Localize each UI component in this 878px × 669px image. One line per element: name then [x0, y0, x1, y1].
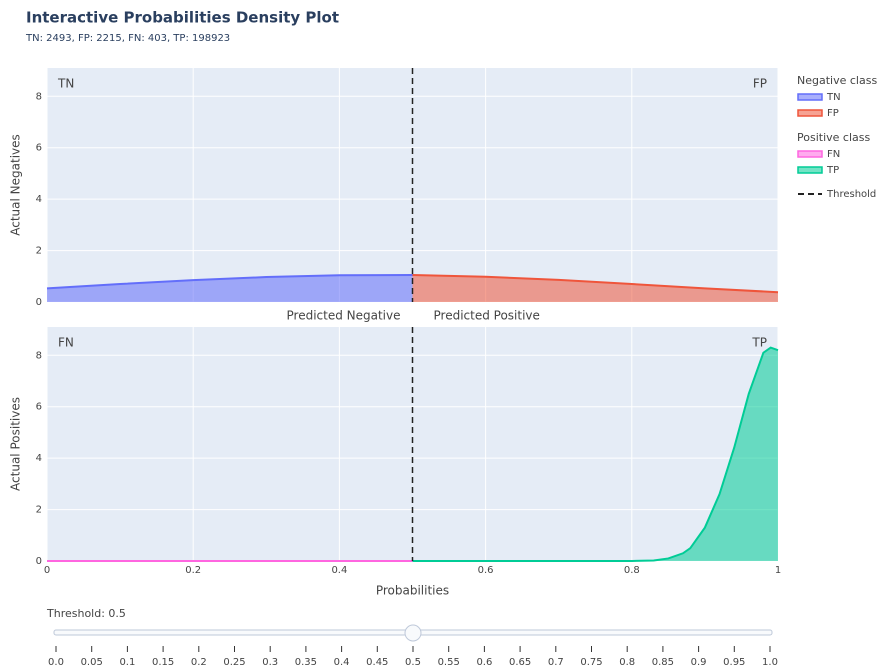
density-area	[412, 275, 778, 302]
y-tick-label: 0	[36, 297, 42, 308]
legend-swatch	[797, 109, 823, 117]
slider-tick-label: 1.0	[762, 657, 778, 668]
corner-label: FP	[753, 77, 767, 91]
slider-tick-label: 0.0	[48, 657, 64, 668]
x-tick-label: 0.8	[624, 565, 640, 576]
y-axis-title: Actual Negatives	[9, 134, 23, 236]
chart-subtitle: TN: 2493, FP: 2215, FN: 403, TP: 198923	[25, 33, 230, 44]
x-tick-label: 0.6	[478, 565, 494, 576]
slider-tick-label: 0.85	[652, 657, 674, 668]
x-tick-label: 0	[44, 565, 50, 576]
legend-swatch	[797, 150, 823, 158]
density-area	[47, 275, 413, 302]
slider-tick-label: 0.75	[580, 657, 602, 668]
density-line	[412, 346, 779, 562]
legend-label[interactable]: TN	[826, 92, 841, 103]
slider-tick-label: 0.5	[405, 657, 421, 668]
legend-label[interactable]: Threshold	[826, 189, 876, 200]
corner-label: TN	[57, 77, 74, 91]
x-tick-label: 0.4	[331, 565, 347, 576]
y-tick-label: 4	[36, 194, 42, 205]
y-tick-label: 0	[36, 556, 42, 567]
slider-tick-label: 0.95	[723, 657, 745, 668]
corner-label: TP	[751, 336, 767, 350]
y-tick-label: 8	[36, 91, 42, 102]
slider-tick-label: 0.7	[548, 657, 564, 668]
corner-label: FN	[58, 336, 74, 350]
slider-tick-label: 0.9	[691, 657, 707, 668]
legend-group-title: Positive class	[797, 131, 870, 144]
slider-tick-label: 0.2	[191, 657, 207, 668]
slider-knob[interactable]	[404, 624, 422, 642]
x-axis-title: Probabilities	[376, 584, 449, 598]
chart-title: Interactive Probabilities Density Plot	[26, 9, 339, 27]
legend-label[interactable]: FN	[827, 149, 840, 160]
region-label: Predicted Negative	[287, 309, 401, 323]
slider-tick-label: 0.3	[262, 657, 278, 668]
y-tick-label: 2	[36, 505, 42, 516]
region-label: Predicted Positive	[434, 309, 540, 323]
slider-tick-label: 0.05	[81, 657, 103, 668]
y-tick-label: 8	[36, 350, 42, 361]
legend-label[interactable]: TP	[826, 165, 839, 176]
slider-tick-label: 0.1	[119, 657, 135, 668]
legend-label[interactable]: FP	[827, 108, 839, 119]
y-axis-title: Actual Positives	[9, 397, 23, 491]
legend-swatch	[797, 166, 823, 174]
density-line	[412, 274, 779, 294]
y-tick-label: 2	[36, 246, 42, 257]
y-tick-label: 6	[36, 402, 42, 413]
slider-tick-label: 0.35	[295, 657, 317, 668]
slider-tick-label: 0.65	[509, 657, 531, 668]
slider-tick-label: 0.25	[223, 657, 245, 668]
slider-tick-label: 0.45	[366, 657, 388, 668]
density-line	[46, 274, 413, 290]
slider-tick-label: 0.4	[334, 657, 350, 668]
slider-tick-label: 0.6	[476, 657, 492, 668]
legend-swatch	[797, 93, 823, 101]
x-tick-label: 1	[775, 565, 781, 576]
slider-tick-label: 0.15	[152, 657, 174, 668]
slider-tick-label: 0.8	[619, 657, 635, 668]
density-area	[412, 347, 778, 561]
slider-label: Threshold: 0.5	[46, 607, 126, 620]
y-tick-label: 4	[36, 453, 42, 464]
x-tick-label: 0.2	[185, 565, 201, 576]
legend-group-title: Negative class	[797, 74, 877, 87]
y-tick-label: 6	[36, 143, 42, 154]
slider-tick-label: 0.55	[438, 657, 460, 668]
